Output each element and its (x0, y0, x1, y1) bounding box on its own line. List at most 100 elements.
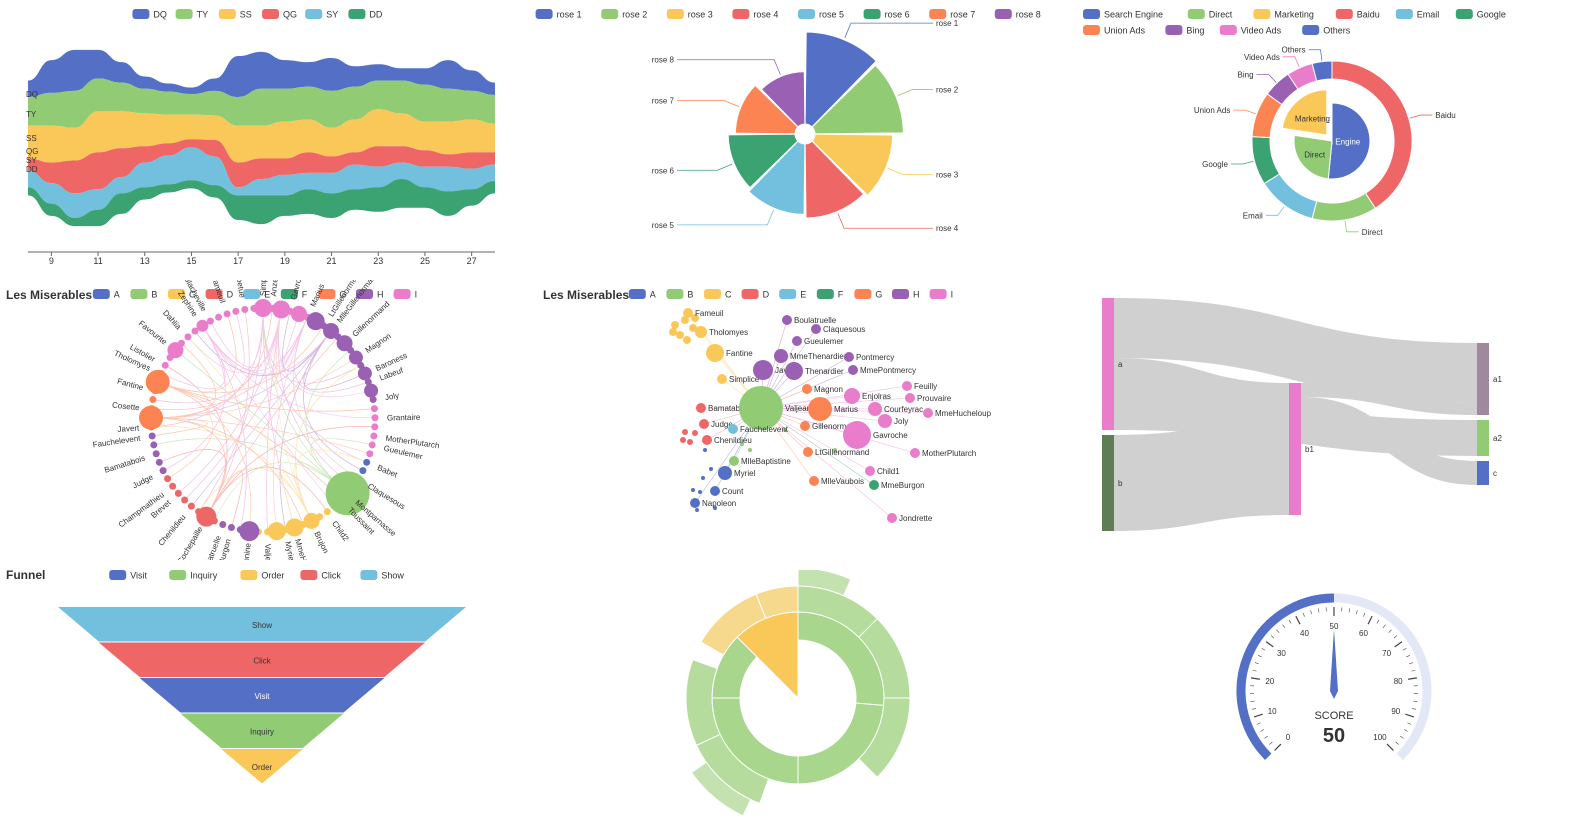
legend-label: Visit (130, 571, 147, 581)
graph-node (706, 344, 724, 362)
graph-node (833, 448, 837, 452)
graph-node-label: Magnon (814, 385, 843, 394)
legend-item: rose 1 (535, 9, 582, 20)
legend-swatch (1455, 9, 1473, 19)
graph-node (370, 432, 378, 440)
graph-node-label: Grantaire (387, 413, 421, 423)
graph-link (202, 325, 247, 530)
graph-node (669, 328, 677, 336)
graph-node (370, 405, 378, 413)
sunburst-chart (685, 570, 911, 817)
graph-link (295, 365, 361, 522)
gauge-tick (1317, 608, 1320, 613)
graph-link (151, 417, 226, 517)
graph-node (254, 299, 272, 317)
graph-link (157, 325, 324, 394)
graph-node-label: Pontmercy (856, 353, 894, 362)
graph-node (782, 315, 792, 325)
graph-node-label: Feuilly (914, 382, 937, 391)
gauge-tick (1363, 612, 1366, 617)
legend-swatch (732, 9, 750, 19)
graph-node (753, 360, 773, 380)
graph-link (194, 330, 332, 376)
rose-label-line (897, 89, 933, 96)
legend-item: Bing (1165, 25, 1204, 36)
graph-node (250, 304, 258, 312)
graph-link (293, 317, 369, 393)
graph-node (702, 435, 712, 445)
graph-link (152, 309, 282, 403)
rose-slice-label: rose 1 (936, 19, 959, 28)
x-tick-label: 27 (467, 256, 477, 266)
graph-link (262, 307, 295, 528)
legend-label: Others (1323, 26, 1351, 36)
graph-node-label: Eponine (240, 542, 253, 560)
graph-link (160, 325, 226, 390)
graph-node-label: Javert (117, 424, 140, 434)
graph-link (157, 313, 237, 393)
graph-link (157, 381, 211, 402)
graph-link (184, 317, 308, 501)
graph-link (202, 317, 308, 372)
graph-link (202, 325, 375, 419)
rose-slice-label: rose 4 (936, 224, 959, 233)
graph-node-label: Simplice (259, 280, 268, 296)
rose-label-line (677, 209, 774, 226)
legend-label: H (913, 290, 920, 300)
graph-node (695, 508, 699, 512)
graph-node (910, 448, 920, 458)
graph-link (157, 313, 237, 393)
legend-label: B (151, 290, 157, 300)
graph-node (348, 350, 363, 365)
graph-node (357, 366, 372, 381)
graph-node (878, 414, 892, 428)
rose-slice-label: rose 2 (936, 85, 959, 94)
legend-item: rose 4 (732, 9, 778, 20)
graph-node (187, 502, 195, 510)
graph-node-label: Cosette (112, 401, 141, 413)
sunburst-segment (755, 585, 799, 619)
gauge-tick (1412, 708, 1417, 710)
graph-node-label: Bamatabois (103, 454, 146, 475)
outer-label-line (1409, 114, 1433, 119)
gauge-value: 50 (1323, 725, 1345, 747)
graph-link (760, 407, 893, 519)
legend-item: DD (348, 9, 383, 20)
legend-swatch (994, 9, 1012, 19)
rose-slice-label: rose 6 (652, 166, 675, 175)
graph-node (371, 423, 379, 431)
graph-node (844, 352, 854, 362)
graph-link (151, 343, 217, 419)
graph-node (215, 313, 223, 321)
graph-link (206, 426, 375, 517)
graph-link (295, 365, 361, 522)
legend-label: Bing (1186, 26, 1204, 36)
inner-slice-label: Search Engine (1308, 137, 1361, 146)
graph-link (279, 330, 332, 530)
gauge-tick (1386, 743, 1394, 751)
legend-swatch (666, 9, 684, 19)
graph-link (273, 317, 308, 532)
sunburst-segment (690, 761, 752, 817)
graph-node (802, 384, 812, 394)
legend-swatch (109, 570, 127, 580)
graph-link (277, 309, 354, 487)
outer-slice-label: Google (1202, 160, 1228, 169)
legend-item: Visit (109, 570, 148, 581)
sankey-node (1289, 383, 1301, 515)
rose-slice-label: rose 5 (652, 221, 675, 230)
graph-link (157, 381, 375, 412)
legend-swatch (92, 289, 110, 299)
legend-swatch (892, 289, 909, 299)
legend-item: rose 7 (929, 9, 975, 20)
graph-link (210, 309, 282, 368)
gauge-tick (1288, 619, 1292, 624)
graph-node (869, 480, 879, 490)
inner-slice (1281, 89, 1328, 136)
legend-item: Order (240, 570, 284, 581)
legend-swatch (798, 9, 815, 19)
chart-title: Les Miserables (6, 288, 92, 302)
legend-swatch (741, 289, 759, 299)
graph-node-label: Dahlia (161, 308, 183, 331)
